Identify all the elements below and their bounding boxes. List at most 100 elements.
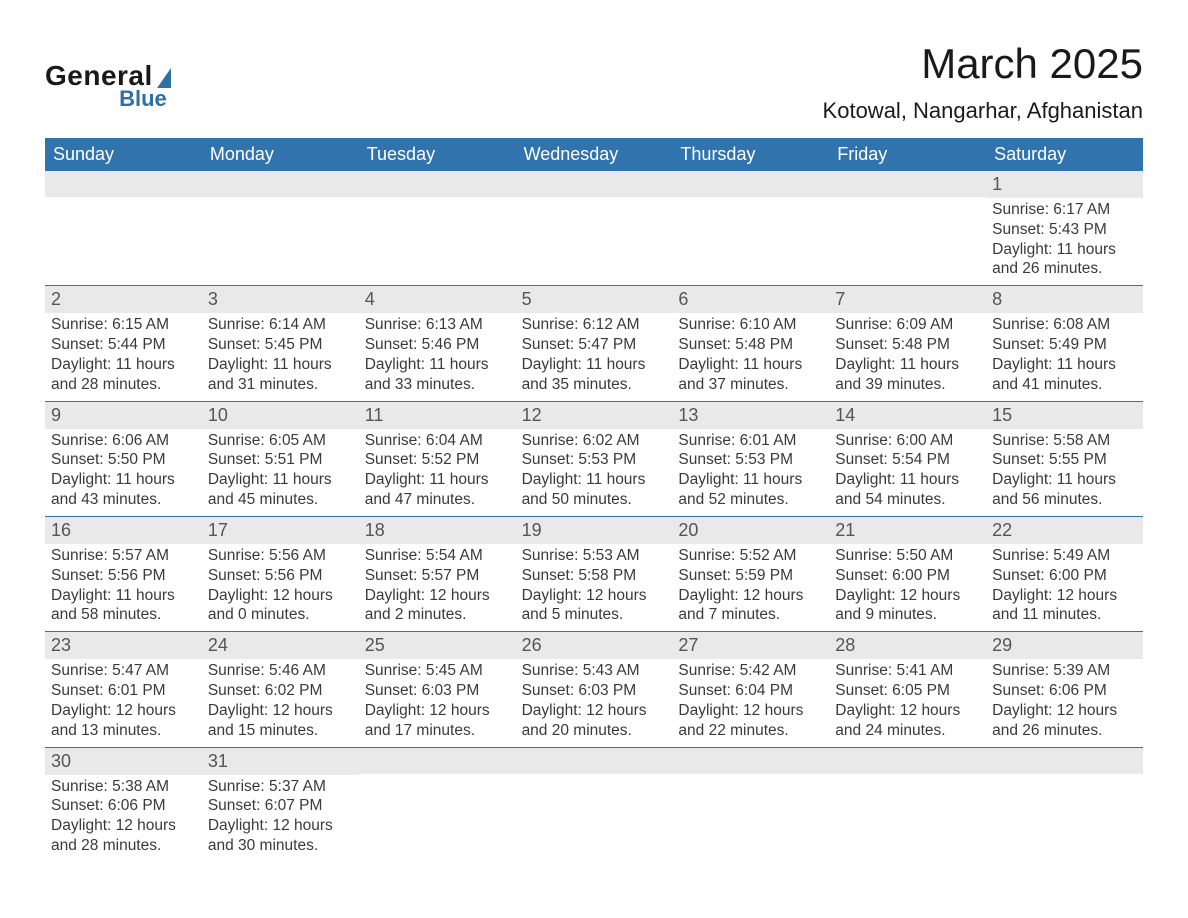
day-body: Sunrise: 5:39 AMSunset: 6:06 PMDaylight:…	[986, 659, 1143, 746]
day-body: Sunrise: 6:17 AMSunset: 5:43 PMDaylight:…	[986, 198, 1143, 285]
day-cell: 13Sunrise: 6:01 AMSunset: 5:53 PMDayligh…	[672, 402, 829, 516]
day-body: Sunrise: 5:45 AMSunset: 6:03 PMDaylight:…	[359, 659, 516, 746]
day-number: 26	[516, 632, 673, 659]
day-body: Sunrise: 6:06 AMSunset: 5:50 PMDaylight:…	[45, 429, 202, 516]
day-body: Sunrise: 6:15 AMSunset: 5:44 PMDaylight:…	[45, 313, 202, 400]
day-number: 27	[672, 632, 829, 659]
day-body: Sunrise: 5:57 AMSunset: 5:56 PMDaylight:…	[45, 544, 202, 631]
day-number: 2	[45, 286, 202, 313]
day-number: 16	[45, 517, 202, 544]
day-cell	[359, 171, 516, 285]
day-cell: 14Sunrise: 6:00 AMSunset: 5:54 PMDayligh…	[829, 402, 986, 516]
logo-triangle-icon	[157, 68, 171, 88]
day-number	[986, 748, 1143, 774]
day-body	[986, 774, 1143, 782]
day-cell: 29Sunrise: 5:39 AMSunset: 6:06 PMDayligh…	[986, 632, 1143, 746]
weekday-cell: Saturday	[986, 138, 1143, 171]
day-number: 11	[359, 402, 516, 429]
day-cell: 31Sunrise: 5:37 AMSunset: 6:07 PMDayligh…	[202, 748, 359, 862]
day-body: Sunrise: 6:13 AMSunset: 5:46 PMDaylight:…	[359, 313, 516, 400]
day-cell	[516, 748, 673, 862]
day-number: 13	[672, 402, 829, 429]
day-number: 25	[359, 632, 516, 659]
day-cell	[986, 748, 1143, 862]
day-body: Sunrise: 6:02 AMSunset: 5:53 PMDaylight:…	[516, 429, 673, 516]
day-number: 10	[202, 402, 359, 429]
day-number: 28	[829, 632, 986, 659]
weekday-cell: Tuesday	[359, 138, 516, 171]
day-number: 29	[986, 632, 1143, 659]
day-cell: 3Sunrise: 6:14 AMSunset: 5:45 PMDaylight…	[202, 286, 359, 400]
weekday-cell: Friday	[829, 138, 986, 171]
day-cell	[45, 171, 202, 285]
week-row: 1Sunrise: 6:17 AMSunset: 5:43 PMDaylight…	[45, 171, 1143, 286]
day-body: Sunrise: 5:56 AMSunset: 5:56 PMDaylight:…	[202, 544, 359, 631]
day-number: 18	[359, 517, 516, 544]
day-number	[829, 171, 986, 197]
day-body: Sunrise: 5:47 AMSunset: 6:01 PMDaylight:…	[45, 659, 202, 746]
day-body: Sunrise: 6:09 AMSunset: 5:48 PMDaylight:…	[829, 313, 986, 400]
day-cell: 8Sunrise: 6:08 AMSunset: 5:49 PMDaylight…	[986, 286, 1143, 400]
day-body: Sunrise: 5:41 AMSunset: 6:05 PMDaylight:…	[829, 659, 986, 746]
day-cell: 27Sunrise: 5:42 AMSunset: 6:04 PMDayligh…	[672, 632, 829, 746]
day-cell: 10Sunrise: 6:05 AMSunset: 5:51 PMDayligh…	[202, 402, 359, 516]
day-cell: 16Sunrise: 5:57 AMSunset: 5:56 PMDayligh…	[45, 517, 202, 631]
day-cell: 26Sunrise: 5:43 AMSunset: 6:03 PMDayligh…	[516, 632, 673, 746]
weekday-cell: Monday	[202, 138, 359, 171]
day-body: Sunrise: 6:04 AMSunset: 5:52 PMDaylight:…	[359, 429, 516, 516]
day-cell: 20Sunrise: 5:52 AMSunset: 5:59 PMDayligh…	[672, 517, 829, 631]
weekday-cell: Thursday	[672, 138, 829, 171]
day-cell: 4Sunrise: 6:13 AMSunset: 5:46 PMDaylight…	[359, 286, 516, 400]
day-number: 23	[45, 632, 202, 659]
day-body	[672, 774, 829, 782]
day-body: Sunrise: 5:54 AMSunset: 5:57 PMDaylight:…	[359, 544, 516, 631]
day-cell	[202, 171, 359, 285]
weekday-cell: Sunday	[45, 138, 202, 171]
day-cell	[829, 171, 986, 285]
day-number	[672, 171, 829, 197]
day-body: Sunrise: 6:01 AMSunset: 5:53 PMDaylight:…	[672, 429, 829, 516]
day-number	[516, 171, 673, 197]
day-body: Sunrise: 6:05 AMSunset: 5:51 PMDaylight:…	[202, 429, 359, 516]
title-block: March 2025 Kotowal, Nangarhar, Afghanist…	[823, 40, 1143, 130]
day-body	[516, 197, 673, 205]
day-body: Sunrise: 6:08 AMSunset: 5:49 PMDaylight:…	[986, 313, 1143, 400]
day-number: 12	[516, 402, 673, 429]
day-number: 5	[516, 286, 673, 313]
day-number: 17	[202, 517, 359, 544]
day-cell: 1Sunrise: 6:17 AMSunset: 5:43 PMDaylight…	[986, 171, 1143, 285]
header: General Blue March 2025 Kotowal, Nangarh…	[45, 40, 1143, 130]
day-number: 8	[986, 286, 1143, 313]
week-row: 30Sunrise: 5:38 AMSunset: 6:06 PMDayligh…	[45, 748, 1143, 862]
day-cell: 23Sunrise: 5:47 AMSunset: 6:01 PMDayligh…	[45, 632, 202, 746]
day-number: 20	[672, 517, 829, 544]
day-cell	[672, 171, 829, 285]
weekday-cell: Wednesday	[516, 138, 673, 171]
day-cell: 9Sunrise: 6:06 AMSunset: 5:50 PMDaylight…	[45, 402, 202, 516]
day-body	[672, 197, 829, 205]
day-body	[359, 197, 516, 205]
day-body	[516, 774, 673, 782]
day-cell: 17Sunrise: 5:56 AMSunset: 5:56 PMDayligh…	[202, 517, 359, 631]
day-body: Sunrise: 5:42 AMSunset: 6:04 PMDaylight:…	[672, 659, 829, 746]
day-cell: 2Sunrise: 6:15 AMSunset: 5:44 PMDaylight…	[45, 286, 202, 400]
day-number	[202, 171, 359, 197]
day-body: Sunrise: 5:50 AMSunset: 6:00 PMDaylight:…	[829, 544, 986, 631]
day-cell: 21Sunrise: 5:50 AMSunset: 6:00 PMDayligh…	[829, 517, 986, 631]
day-body: Sunrise: 6:14 AMSunset: 5:45 PMDaylight:…	[202, 313, 359, 400]
day-number: 31	[202, 748, 359, 775]
day-number: 24	[202, 632, 359, 659]
day-body	[45, 197, 202, 205]
day-number: 3	[202, 286, 359, 313]
week-row: 9Sunrise: 6:06 AMSunset: 5:50 PMDaylight…	[45, 402, 1143, 517]
day-body: Sunrise: 6:00 AMSunset: 5:54 PMDaylight:…	[829, 429, 986, 516]
week-row: 16Sunrise: 5:57 AMSunset: 5:56 PMDayligh…	[45, 517, 1143, 632]
day-cell: 11Sunrise: 6:04 AMSunset: 5:52 PMDayligh…	[359, 402, 516, 516]
day-cell	[516, 171, 673, 285]
day-body: Sunrise: 5:43 AMSunset: 6:03 PMDaylight:…	[516, 659, 673, 746]
day-cell: 30Sunrise: 5:38 AMSunset: 6:06 PMDayligh…	[45, 748, 202, 862]
day-number	[45, 171, 202, 197]
day-number	[829, 748, 986, 774]
day-number	[672, 748, 829, 774]
day-body: Sunrise: 6:10 AMSunset: 5:48 PMDaylight:…	[672, 313, 829, 400]
